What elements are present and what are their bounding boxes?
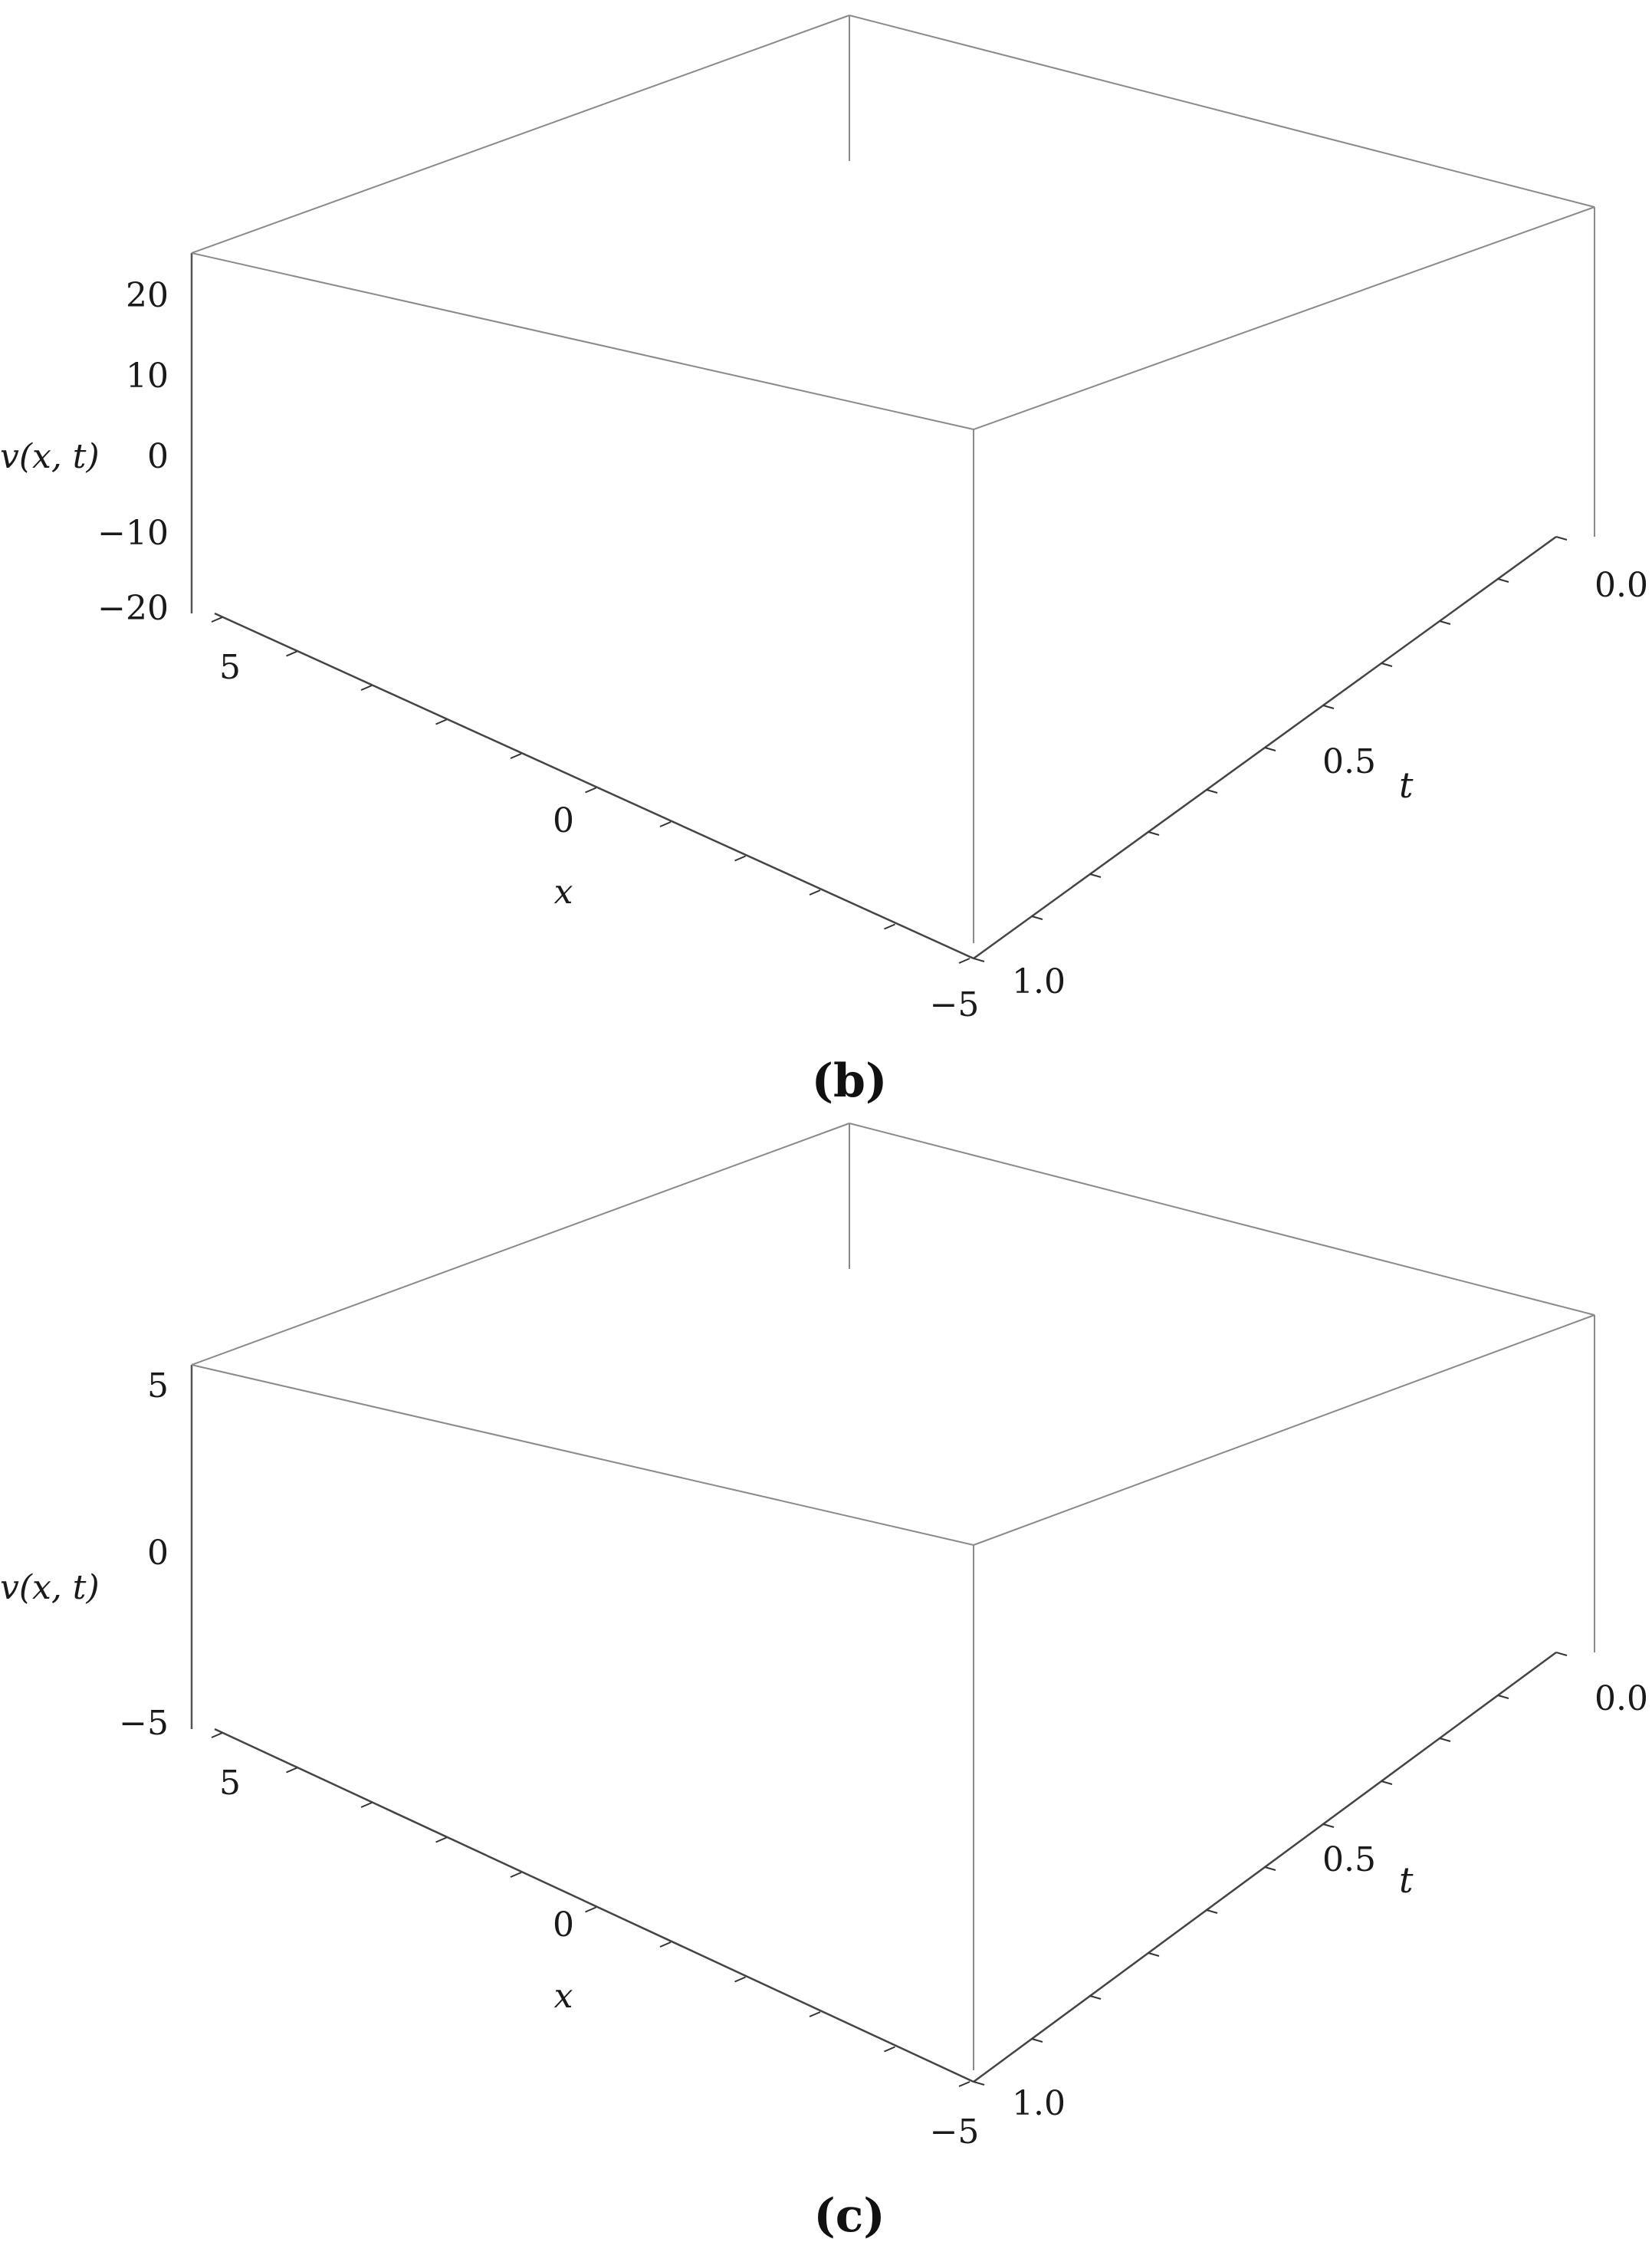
x-axis-tick [360,685,373,691]
t-axis-tick [1148,1952,1160,1957]
z-tick-2: −5 [119,1704,169,1743]
t-axis-tick [1322,1823,1335,1828]
x-axis-tick [211,616,223,623]
t-tick-0: 0.0 [1595,1679,1648,1718]
z-tick-4: −20 [97,589,169,628]
panel-label-c: (c) [813,2189,885,2243]
z-tick-1: 10 [126,357,169,396]
x-tick-2: −5 [930,985,980,1024]
bounding-box-front [191,1314,1595,2083]
z-tick-0: 20 [126,276,169,315]
t-axis-label: t [1399,764,1414,806]
x-axis-tick [585,787,596,794]
t-axis-tick [1555,1652,1568,1656]
x-tick-2: −5 [930,2112,980,2152]
t-tick-1: 0.5 [1322,1840,1376,1879]
panel-label-b: (b) [812,1054,888,1104]
x-axis-tick [809,889,821,896]
z-tick-3: −10 [97,514,169,553]
x-tick-1: 0 [553,801,574,840]
x-axis-tick [659,821,672,827]
bounding-box-back [190,15,1595,613]
z-axis-label: v(x, t) [0,1568,100,1607]
axis-ticks-c [211,1652,1568,2087]
t-tick-1: 0.5 [1322,742,1376,781]
bounding-box-back [190,1123,1595,1729]
t-axis-tick [1089,1995,1102,2000]
z-tick-0: 5 [147,1366,169,1405]
t-axis-tick [973,958,985,962]
t-axis-tick [973,2081,985,2086]
t-tick-0: 0.0 [1595,566,1648,605]
x-axis-tick [659,1941,672,1948]
t-axis-tick [1381,1780,1393,1785]
t-tick-2: 1.0 [1012,962,1066,1001]
x-tick-1: 0 [553,1905,574,1945]
x-axis-tick [211,1732,223,1738]
x-axis-tick [884,2046,895,2053]
z-tick-2: 0 [147,437,169,476]
x-axis-tick [286,1767,297,1774]
x-axis-tick [958,958,971,964]
x-axis-tick [884,923,895,930]
chart-panel-c: 5 0 −5 v(x, t) 5 0 −5 x 0.0 0.5 1.0 t (c… [0,1104,1652,2252]
t-axis-tick [1555,536,1568,541]
x-axis-tick [435,1836,447,1843]
t-axis-tick [1322,705,1335,709]
t-axis-tick [1439,620,1451,625]
t-axis-tick [1031,916,1043,920]
x-axis-label: x [554,1977,573,2016]
x-tick-0: 5 [219,648,241,687]
bounding-box-front [191,206,1595,960]
t-axis-tick [1381,662,1393,667]
t-tick-2: 1.0 [1012,2084,1066,2123]
t-axis-tick [1497,1695,1509,1699]
x-axis-tick [809,2011,821,2017]
axis-ticks-b [211,536,1568,964]
z-axis-label: v(x, t) [0,437,100,476]
surface-plot-c: 5 0 −5 v(x, t) 5 0 −5 x 0.0 0.5 1.0 t (c… [0,1104,1648,2243]
t-axis-tick [1089,873,1102,878]
x-axis-tick [286,650,297,657]
chart-panel-b: 20 10 0 −10 −20 v(x, t) 5 0 −5 x 0.0 0.5… [0,0,1652,1104]
x-axis-tick [734,1976,746,1983]
x-axis-tick [360,1802,373,1808]
t-axis-tick [1148,831,1160,836]
t-axis-tick [1439,1737,1451,1742]
x-axis-tick [510,753,522,759]
t-axis-tick [1206,789,1218,794]
t-axis-tick [1264,1866,1276,1871]
t-axis-label: t [1399,1859,1414,1901]
x-axis-tick [510,1872,522,1878]
x-axis-tick [435,718,447,725]
x-axis-label: x [554,873,573,912]
x-axis-tick [734,855,746,862]
x-axis-tick [958,2081,971,2087]
t-axis-tick [1031,2038,1043,2043]
z-tick-1: 0 [147,1534,169,1573]
x-tick-0: 5 [219,1764,241,1803]
t-axis-tick [1264,747,1276,751]
t-axis-tick [1497,578,1509,583]
surface-plot-b: 20 10 0 −10 −20 v(x, t) 5 0 −5 x 0.0 0.5… [0,0,1648,1104]
t-axis-tick [1206,1909,1218,1914]
x-axis-tick [585,1906,596,1913]
